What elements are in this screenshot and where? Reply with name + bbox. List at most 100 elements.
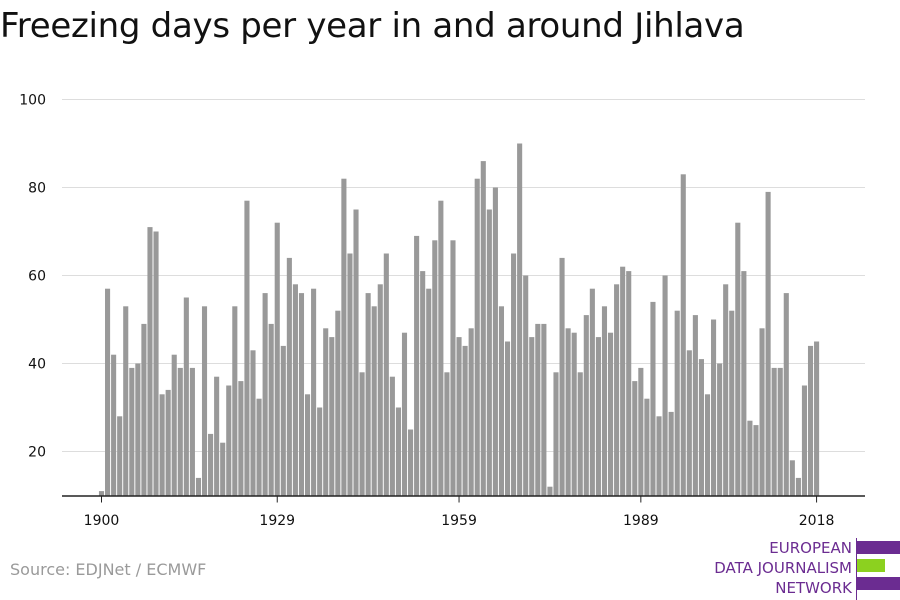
bar-1938 (329, 337, 335, 496)
bar-1954 (426, 288, 432, 496)
bar-1988 (632, 381, 638, 496)
bar-1945 (371, 306, 377, 496)
bar-1965 (492, 187, 498, 496)
x-tick-label: 2018 (799, 513, 835, 529)
bar-2008 (753, 425, 759, 496)
bar-1911 (165, 389, 171, 496)
bar-1908 (147, 227, 153, 496)
bar-1987 (626, 271, 632, 496)
bar-1951 (408, 429, 414, 496)
bar-1992 (656, 416, 662, 496)
bar-1959 (456, 337, 462, 496)
bar-1923 (238, 381, 244, 496)
bar-1981 (589, 288, 595, 496)
bar-1970 (523, 275, 529, 496)
bar-1963 (480, 161, 486, 496)
bar-1967 (504, 341, 511, 496)
bar-1930 (280, 345, 286, 496)
bar-1931 (286, 257, 292, 496)
bar-2016 (801, 385, 808, 496)
logo-line-2: DATA JOURNALISM (714, 559, 852, 577)
bar-2002 (717, 363, 723, 496)
bar-1952 (414, 235, 420, 496)
logo-bar-top (857, 541, 900, 554)
bar-1912 (171, 354, 177, 496)
bar-2014 (789, 460, 795, 496)
bar-1901 (105, 288, 111, 496)
bar-1976 (559, 257, 565, 496)
bar-1943 (359, 372, 365, 496)
bar-1909 (153, 231, 159, 496)
bar-2015 (795, 477, 801, 496)
bar-1983 (601, 306, 608, 496)
y-tick-label: 80 (28, 181, 46, 197)
bar-1999 (698, 359, 704, 496)
bar-1919 (214, 376, 220, 496)
bar-2004 (729, 310, 735, 496)
bar-1969 (517, 143, 523, 496)
edjnet-logo: EUROPEAN DATA JOURNALISM NETWORK (700, 538, 900, 600)
source-note: Source: EDJNet / ECMWF (10, 560, 207, 579)
bar-1905 (129, 367, 135, 496)
bar-1904 (123, 306, 129, 496)
bar-1937 (323, 328, 329, 496)
bar-1903 (117, 416, 123, 496)
bar-1980 (583, 315, 589, 496)
bar-2012 (777, 367, 783, 496)
x-tick-label: 1929 (259, 513, 295, 529)
bar-1949 (395, 407, 401, 496)
bar-1924 (244, 200, 250, 496)
bar-2013 (783, 293, 789, 496)
logo-divider (856, 538, 857, 600)
bar-1902 (111, 354, 117, 496)
bar-1964 (486, 209, 492, 496)
bar-1956 (438, 200, 444, 496)
bar-1910 (159, 394, 165, 496)
bar-1984 (607, 332, 614, 496)
bar-2000 (704, 394, 711, 496)
bar-1916 (195, 477, 202, 496)
bar-1955 (432, 240, 438, 496)
bar-1913 (177, 367, 183, 496)
bar-1973 (541, 323, 547, 496)
bar-1914 (183, 297, 189, 496)
bar-1985 (614, 284, 620, 496)
y-tick-label: 40 (28, 357, 46, 373)
bar-1944 (365, 293, 371, 496)
y-tick-label: 100 (19, 93, 46, 109)
bar-1974 (547, 486, 553, 496)
bar-1993 (662, 275, 668, 496)
bar-1917 (201, 306, 208, 496)
bar-1962 (474, 178, 480, 496)
bar-2003 (723, 284, 729, 496)
bar-2010 (765, 191, 771, 496)
bar-1907 (141, 323, 147, 496)
bar-1921 (226, 385, 232, 496)
bar-1958 (450, 240, 456, 496)
bar-1982 (595, 337, 601, 496)
y-tick-label: 60 (28, 269, 46, 285)
bar-1947 (383, 253, 389, 496)
bar-1915 (189, 367, 195, 496)
bar-1978 (571, 332, 577, 496)
bar-1960 (462, 345, 468, 496)
bar-1920 (220, 442, 226, 496)
bar-1933 (298, 293, 305, 496)
bar-1948 (389, 376, 395, 496)
y-tick-label: 20 (28, 445, 46, 461)
bar-1979 (577, 372, 583, 496)
bar-2006 (741, 271, 747, 496)
bar-1975 (553, 372, 559, 496)
bar-1990 (644, 398, 650, 496)
bar-2011 (771, 367, 777, 496)
bar-1922 (232, 306, 238, 496)
logo-line-1: EUROPEAN (769, 539, 852, 557)
x-tick-label: 1989 (623, 513, 659, 529)
bar-1936 (317, 407, 323, 496)
bar-1986 (620, 266, 626, 496)
bar-1929 (274, 222, 280, 496)
x-tick-label: 1959 (441, 513, 477, 529)
bar-1966 (498, 306, 505, 496)
bar-2005 (735, 222, 741, 496)
bar-2009 (759, 328, 765, 496)
